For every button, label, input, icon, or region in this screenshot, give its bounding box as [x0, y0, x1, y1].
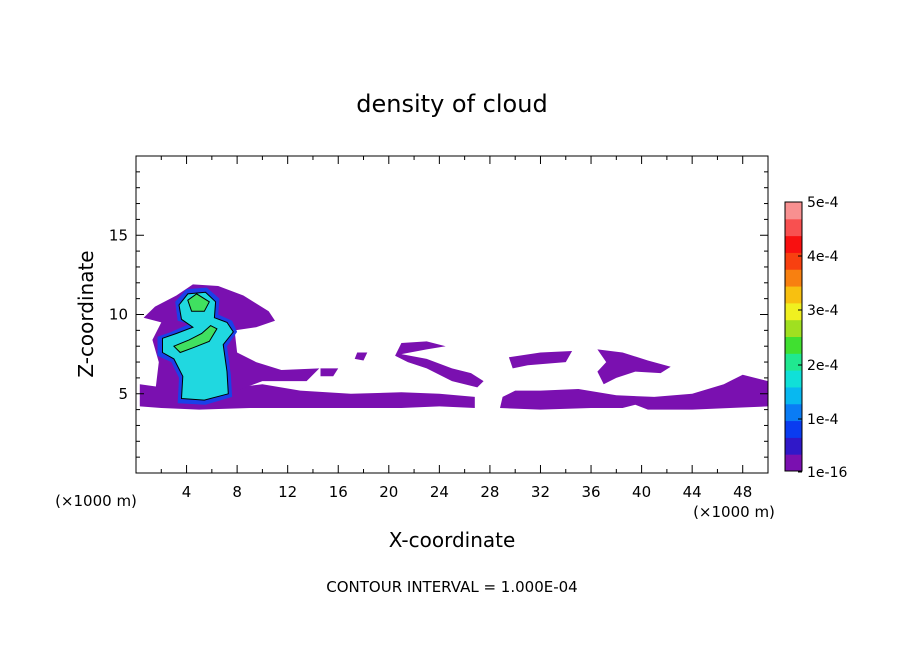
- colorbar-swatch: [785, 454, 802, 472]
- colorbar-frame: [784, 201, 803, 472]
- colorbar-swatch: [785, 302, 802, 321]
- colorbar-swatch: [785, 286, 802, 304]
- y-tick-label: 10: [109, 306, 128, 324]
- contour-region-core-green: [187, 293, 210, 312]
- contour-regions: [139, 284, 768, 410]
- colorbar-swatch: [785, 218, 802, 237]
- x-tick-label: 28: [480, 483, 499, 501]
- contour-region-cloud-patch-4: [354, 352, 368, 361]
- chart-title: density of cloud: [356, 90, 547, 118]
- x-tick-label: 32: [531, 483, 550, 501]
- colorbar-swatch: [785, 370, 802, 388]
- colorbar-tick-label: 5e-4: [807, 195, 839, 211]
- x-axis-label: X-coordinate: [389, 528, 516, 552]
- contour-interval-footer: CONTOUR INTERVAL = 1.000E-04: [326, 578, 577, 596]
- colorbar-swatch: [785, 252, 802, 270]
- x-tick-label: 44: [683, 483, 702, 501]
- x-unit-left: (×1000 m): [55, 492, 137, 510]
- colorbar-tick-label: 4e-4: [807, 249, 839, 265]
- x-tick-label: 48: [733, 483, 752, 501]
- x-axis: 4 8 12 16 20 24 28 32 36 40 44 48: [160, 156, 752, 501]
- colorbar-swatch: [785, 235, 802, 253]
- x-tick-label: 12: [278, 483, 297, 501]
- colorbar-swatch: [785, 386, 802, 405]
- contour-region-cloud-patch-2: [508, 351, 573, 369]
- x-tick-label: 4: [182, 483, 192, 501]
- colorbar-swatch: [785, 420, 802, 438]
- contour-region-core-green-2: [173, 324, 218, 354]
- colorbar-swatch: [785, 437, 802, 455]
- contour-region-cloud-patch-5: [320, 368, 339, 377]
- y-axis-label: Z-coordinate: [74, 250, 98, 377]
- colorbar-tick-label: 3e-4: [807, 303, 839, 319]
- contour-region-anvil-right: [500, 374, 768, 410]
- colorbar-tick-label: 2e-4: [807, 358, 839, 374]
- colorbar-swatch: [785, 336, 802, 354]
- colorbar-swatch: [785, 269, 802, 287]
- colorbar-swatch: [785, 403, 802, 422]
- x-tick-label: 40: [632, 483, 651, 501]
- y-tick-label: 15: [109, 226, 128, 244]
- x-tick-label: 24: [430, 483, 449, 501]
- x-tick-label: 16: [329, 483, 348, 501]
- colorbar-swatch: [785, 353, 802, 371]
- y-axis: 5 10 15: [109, 171, 768, 458]
- x-unit-right: (×1000 m): [693, 503, 775, 521]
- contour-region-cloud-patch-3: [597, 349, 671, 385]
- colorbar-tick-label: 1e-16: [807, 465, 847, 481]
- colorbar-swatch: [785, 202, 802, 220]
- x-tick-label: 20: [379, 483, 398, 501]
- colorbar-swatch: [785, 319, 802, 337]
- contour-region-cloud-patch-1: [395, 341, 484, 388]
- colorbar-tick-label: 1e-4: [807, 412, 839, 428]
- colorbar: 5e-4 4e-4 3e-4 2e-4 1e-4 1e-16: [784, 195, 847, 481]
- x-tick-label: 36: [581, 483, 600, 501]
- x-tick-label: 8: [232, 483, 242, 501]
- y-tick-label: 5: [118, 385, 128, 403]
